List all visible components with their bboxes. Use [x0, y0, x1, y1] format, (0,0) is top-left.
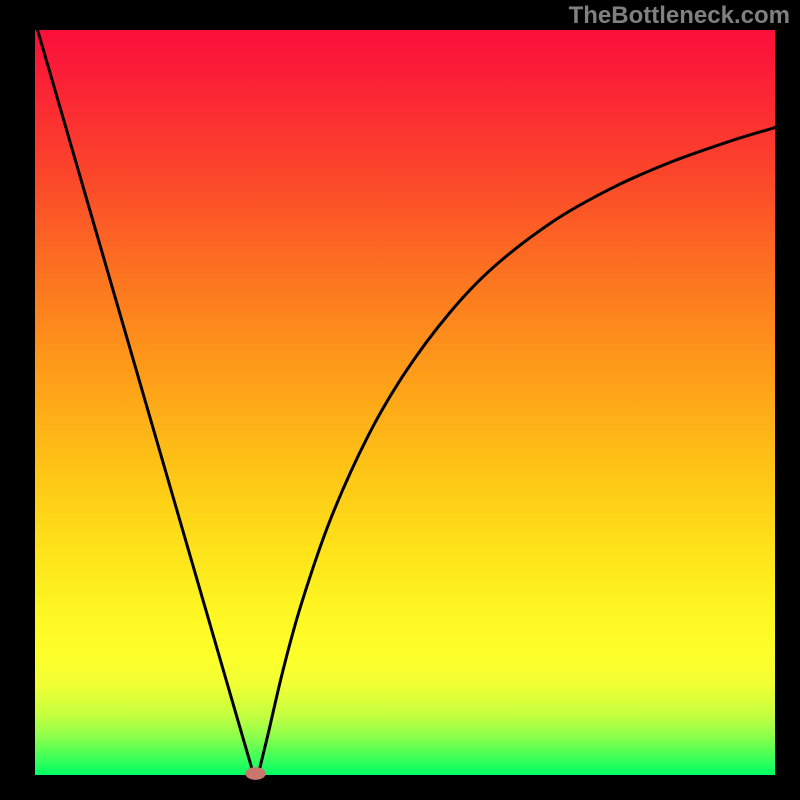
bottleneck-chart	[0, 0, 800, 800]
optimal-point-marker	[245, 767, 266, 780]
watermark-text: TheBottleneck.com	[569, 2, 790, 30]
chart-container: TheBottleneck.com	[0, 0, 800, 800]
